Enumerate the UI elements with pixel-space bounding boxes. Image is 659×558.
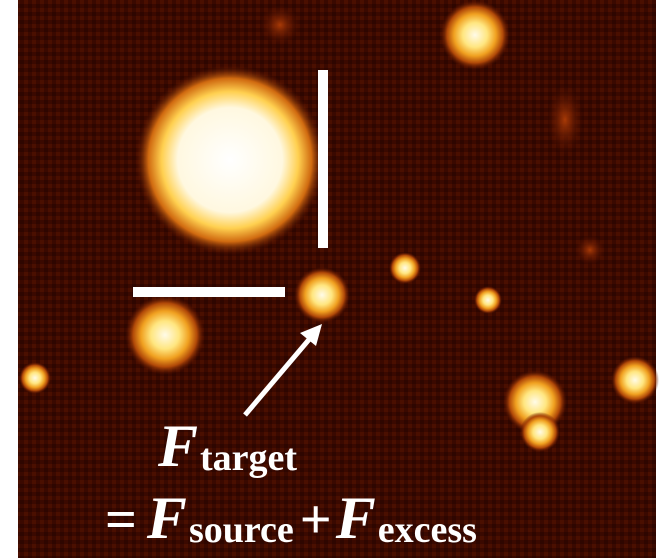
image: Ftarget =Fsource+Fexcess — [0, 0, 659, 558]
label-text: target — [200, 437, 297, 479]
marker-vertical — [318, 70, 328, 248]
marker-horizontal — [133, 287, 285, 297]
label-text: F — [146, 485, 187, 551]
label-text: + — [300, 489, 332, 551]
label-text: F — [335, 485, 376, 551]
label-text: = — [105, 489, 137, 551]
label-text: source — [189, 509, 294, 551]
label-text: excess — [378, 509, 477, 551]
label-text: F — [157, 413, 198, 479]
